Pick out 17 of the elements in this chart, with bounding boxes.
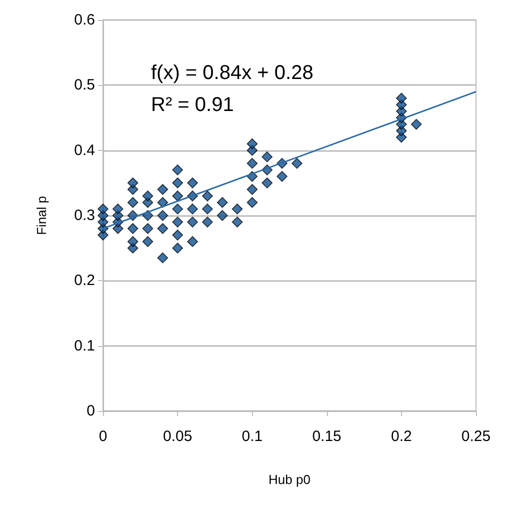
y-tick-label: 0.5 xyxy=(74,76,95,94)
annotation: f(x) = 0.84x + 0.28 xyxy=(151,62,314,84)
x-tick-label: 0.05 xyxy=(163,428,192,445)
x-axis-title: Hub p0 xyxy=(268,472,310,487)
y-tick-label: 0.1 xyxy=(74,337,95,354)
x-tick-label: 0 xyxy=(98,428,108,445)
x-tick-label: 0.25 xyxy=(461,428,491,445)
y-tick-label: 0 xyxy=(86,402,95,420)
y-tick-label: 0.2 xyxy=(74,272,95,290)
x-tick-label: 0.15 xyxy=(312,428,342,445)
x-tick-label: 0.2 xyxy=(390,428,412,445)
x-tick-label: 0.1 xyxy=(242,428,263,445)
y-tick-label: 0.3 xyxy=(74,207,95,224)
y-tick-label: 0.4 xyxy=(74,142,95,159)
y-tick-label: 0.6 xyxy=(74,12,95,28)
annotation: R² = 0.91 xyxy=(151,94,234,116)
y-axis-title: Final p xyxy=(34,196,49,236)
